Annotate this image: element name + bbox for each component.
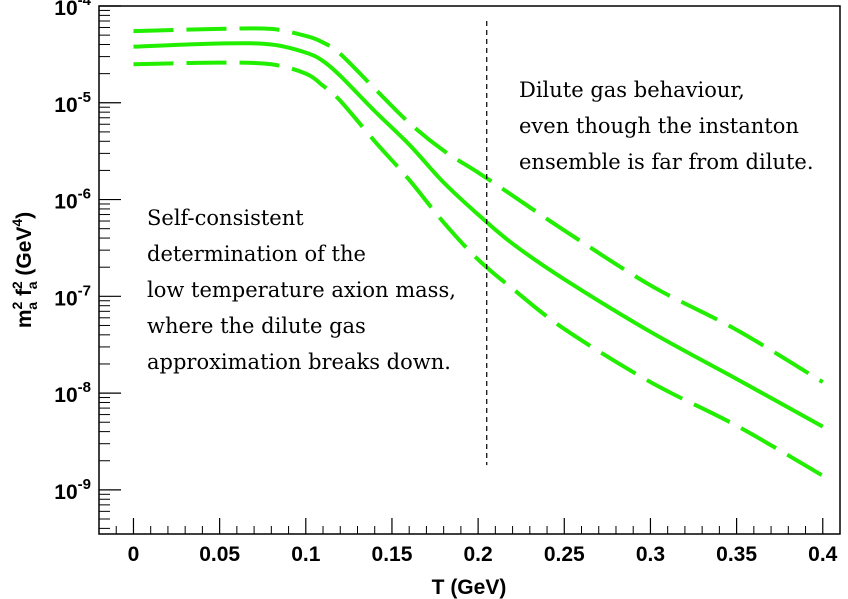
annotation-line: ensemble is far from dilute. [519, 150, 814, 174]
y-axis: 10-410-510-610-710-810-9 [54, 0, 121, 529]
series-layer [133, 26, 824, 478]
y-title-sub-1: a [24, 302, 40, 310]
y-tick-label: 10-8 [54, 379, 91, 407]
y-title-sup-3: 4 [9, 219, 25, 227]
annotation-dilute-gas: Dilute gas behaviour, even though the ins… [519, 78, 814, 174]
y-tick-exponent: -4 [78, 0, 92, 9]
x-tick-label: 0.25 [544, 543, 585, 566]
y-tick-base: 10 [54, 0, 77, 20]
annotation-self-consistent: Self-consistent determination of the low t… [147, 206, 456, 374]
x-tick-label: 0 [128, 543, 140, 566]
y-tick-label: 10-7 [54, 282, 91, 310]
y-title-sup-2: 2 [9, 281, 25, 289]
y-axis-title: m2a f2a (GeV4) [9, 212, 40, 328]
y-tick-label: 10-4 [54, 0, 91, 20]
annotation-line: even though the instanton [519, 114, 799, 138]
annotation-line: approximation breaks down. [147, 350, 451, 374]
annotation-line: where the dilute gas [147, 314, 366, 338]
y-title-close: ) [13, 212, 36, 219]
annotation-line: Dilute gas behaviour, [519, 78, 745, 102]
x-tick-label: 0.4 [808, 543, 838, 566]
y-title-sup-1: 2 [9, 301, 25, 309]
x-tick-label: 0.3 [636, 543, 665, 566]
y-title-base-m: m [13, 309, 36, 328]
y-tick-base: 10 [54, 287, 77, 310]
y-title-sub-2: a [24, 281, 40, 289]
y-title-base-f: f [13, 288, 36, 302]
x-tick-label: 0.1 [291, 543, 321, 566]
x-axis: 0 0.05 0.1 0.15 0.2 0.25 0.3 0.35 0.4 [115, 518, 838, 566]
y-tick-base: 10 [54, 94, 77, 117]
y-tick-exponent: -9 [78, 476, 91, 493]
x-tick-label: 0.35 [716, 543, 757, 566]
series-line-3 [133, 60, 824, 478]
y-tick-label: 10-9 [54, 476, 91, 504]
annotation-layer: Dilute gas behaviour, even though the ins… [147, 78, 814, 374]
series-line-2 [133, 41, 824, 429]
x-tick-label: 0.05 [199, 543, 240, 566]
series-line-1 [133, 26, 824, 384]
y-tick-base: 10 [54, 191, 77, 214]
annotation-line: Self-consistent [147, 206, 304, 230]
annotation-line: determination of the [147, 242, 366, 266]
y-tick-label: 10-5 [54, 89, 91, 117]
y-tick-label: 10-6 [54, 186, 91, 214]
y-tick-base: 10 [54, 384, 77, 407]
y-tick-base: 10 [54, 481, 77, 504]
y-tick-exponent: -8 [78, 379, 91, 396]
x-tick-label: 0.2 [464, 543, 493, 566]
x-axis-title: T (GeV) [432, 576, 507, 599]
x-tick-label: 0.15 [372, 543, 413, 566]
plot-frame [98, 5, 841, 535]
y-tick-exponent: -6 [78, 186, 91, 203]
y-tick-exponent: -7 [78, 282, 91, 299]
y-title-unit: (GeV [13, 227, 36, 282]
annotation-line: low temperature axion mass, [147, 278, 456, 302]
y-tick-exponent: -5 [78, 89, 91, 106]
